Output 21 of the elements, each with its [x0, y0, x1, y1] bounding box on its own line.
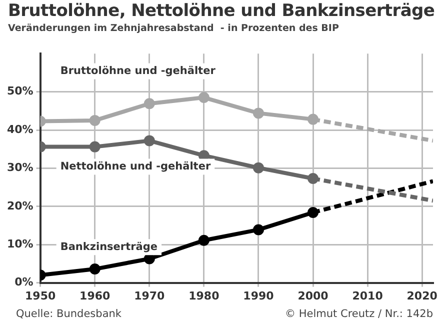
chart-subtitle: Veränderungen im Zehnjahresabstand - in Prozenten des BIP — [8, 23, 339, 34]
y-tick-label: 20% — [6, 199, 34, 212]
x-tick-label: 2000 — [298, 289, 329, 302]
series-label: Nettolöhne und -gehälter — [60, 160, 212, 173]
y-tick-label: 30% — [6, 161, 34, 174]
x-tick-label: 1970 — [134, 289, 166, 302]
x-tick-label: 1950 — [25, 289, 56, 302]
text: © Helmut Creutz / Nr.: 142b — [285, 308, 433, 320]
source-note: Quelle: Bundesbank — [16, 308, 122, 320]
y-tick-label: 40% — [6, 122, 34, 136]
y-tick-label: 10% — [6, 237, 34, 250]
x-tick-label: 1990 — [243, 289, 274, 302]
series-label: Bruttolöhne und -gehälter — [60, 64, 216, 77]
y-tick-label: 0% — [14, 276, 34, 289]
x-tick-label: 2020 — [406, 289, 438, 302]
x-tick-label: 2010 — [352, 289, 384, 302]
series-label: Bankzinserträge — [60, 240, 158, 253]
chart-title: Bruttolöhne, Nettolöhne und Bankzinserträge — [8, 1, 435, 21]
y-tick-label: 50% — [6, 84, 34, 98]
x-tick-label: 1980 — [188, 289, 220, 302]
x-tick-label: 1960 — [80, 289, 111, 302]
